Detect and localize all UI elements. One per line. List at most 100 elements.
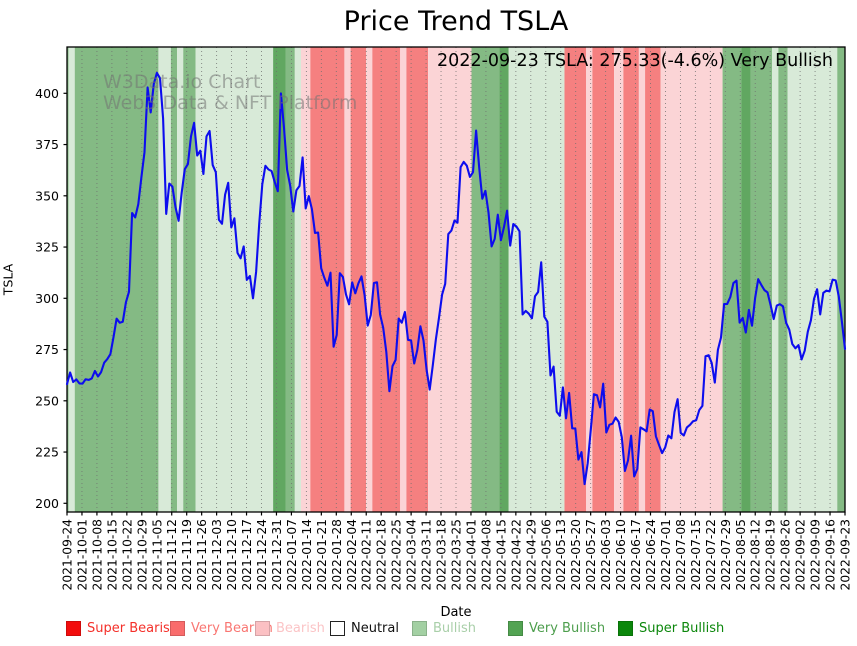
y-tick-label: 225 (35, 445, 59, 460)
sentiment-band-very_bullish (67, 47, 69, 512)
y-tick-label: 375 (35, 137, 59, 152)
x-tick-label: 2021-11-19 (180, 519, 194, 590)
sentiment-band-bearish (586, 47, 593, 512)
x-tick-label: 2022-06-03 (599, 519, 613, 590)
x-tick-label: 2022-02-04 (345, 519, 359, 591)
x-tick-label: 2022-02-18 (375, 519, 389, 590)
x-tick-label: 2022-02-11 (360, 519, 374, 590)
watermark-line1: W3Data.io Chart (103, 71, 261, 93)
sentiment-band-bearish (660, 47, 723, 512)
watermark-line2: Web3 Data & NFT Platform (103, 92, 358, 114)
x-tick-label: 2022-07-08 (674, 519, 688, 590)
sentiment-band-very_bullish (778, 47, 788, 512)
legend-item-super-bullish: Super Bullish (618, 620, 724, 636)
legend-label: Super Bullish (639, 620, 725, 636)
y-tick-label: 325 (35, 240, 59, 255)
legend-item-very-bearish: Very Bearish (170, 620, 273, 636)
x-tick-label: 2022-04-08 (479, 519, 493, 590)
x-tick-label: 2022-04-22 (509, 519, 523, 590)
sentiment-band-super_bullish (499, 47, 509, 512)
x-tick-label: 2021-12-10 (225, 519, 239, 590)
x-tick-label: 2022-07-29 (719, 519, 733, 590)
x-tick-label: 2022-05-06 (539, 519, 553, 591)
x-tick-label: 2022-08-12 (749, 519, 763, 590)
sentiment-band-very_bullish (471, 47, 500, 512)
latest-signal-annotation: 2022-09-23 TSLA: 275.33(-4.6%) Very Bull… (437, 51, 833, 71)
legend-swatch (330, 620, 345, 636)
chart-title: Price Trend TSLA (343, 6, 569, 37)
legend-label: Bullish (433, 620, 477, 636)
y-tick-label: 350 (35, 188, 59, 203)
legend-swatch (66, 620, 81, 636)
x-tick-label: 2022-09-02 (794, 519, 808, 590)
x-tick-label: 2022-03-11 (420, 519, 434, 590)
x-tick-label: 2022-05-20 (569, 519, 583, 590)
legend-swatch (412, 620, 427, 636)
x-tick-label: 2021-09-24 (61, 519, 75, 591)
x-tick-label: 2022-06-17 (629, 519, 643, 590)
y-tick-label: 300 (35, 291, 59, 306)
sentiment-band-very_bearish (406, 47, 429, 512)
sentiment-band-bullish (195, 47, 274, 512)
x-tick-label: 2022-02-25 (390, 519, 404, 590)
x-tick-label: 2022-03-25 (450, 519, 464, 590)
sentiment-band-very_bearish (350, 47, 367, 512)
sentiment-band-bullish (787, 47, 838, 512)
x-tick-label: 2022-07-01 (659, 519, 673, 590)
x-tick-label: 2022-08-05 (734, 519, 748, 590)
x-tick-label: 2022-04-15 (494, 519, 508, 590)
x-tick-label: 2022-05-27 (584, 519, 598, 590)
legend-item-bearish: Bearish (255, 620, 325, 636)
x-tick-label: 2022-09-09 (809, 519, 823, 590)
legend-item-neutral: Neutral (330, 620, 399, 636)
legend-label: Very Bullish (529, 620, 606, 636)
sentiment-band-very_bullish (722, 47, 742, 512)
sentiment-band-super_bullish (741, 47, 751, 512)
sentiment-band-very_bearish (592, 47, 615, 512)
sentiment-band-bearish (400, 47, 407, 512)
sentiment-band-bullish (177, 47, 184, 512)
sentiment-band-very_bullish (837, 47, 845, 512)
x-tick-label: 2022-01-21 (315, 519, 329, 590)
sentiment-band-bearish (614, 47, 624, 512)
x-tick-label: 2022-07-22 (704, 519, 718, 590)
price-line-tsla (65, 71, 847, 486)
x-tick-label: 2022-01-14 (300, 519, 314, 591)
sentiment-band-very_bullish (285, 47, 295, 512)
sentiment-band-bullish (158, 47, 171, 512)
x-tick-label: 2022-09-23 (839, 519, 853, 590)
x-tick-label: 2021-10-01 (75, 519, 89, 590)
legend-swatch (255, 620, 270, 636)
x-tick-label: 2022-07-15 (689, 519, 703, 590)
x-tick-label: 2022-06-10 (614, 519, 628, 590)
sentiment-band-very_bearish (623, 47, 639, 512)
legend-label: Bearish (276, 620, 325, 636)
y-tick-label: 275 (35, 342, 59, 357)
x-tick-label: 2022-01-28 (330, 519, 344, 590)
legend: Super Bearish Very Bearish Bearish Neutral B… (0, 618, 857, 638)
sentiment-band-bearish (301, 47, 311, 512)
sentiment-band-very_bullish (750, 47, 773, 512)
x-tick-label: 2022-03-04 (405, 519, 419, 591)
x-tick-label: 2022-03-18 (435, 519, 449, 590)
x-tick-label: 2021-11-05 (150, 519, 164, 590)
sentiment-band-bearish (344, 47, 351, 512)
legend-label: Very Bearish (191, 620, 273, 636)
sentiment-band-bullish (772, 47, 779, 512)
legend-label: Super Bearish (87, 620, 179, 636)
legend-swatch (508, 620, 523, 636)
x-tick-label: 2022-05-13 (554, 519, 568, 590)
x-tick-label: 2022-04-01 (464, 519, 478, 590)
sentiment-band-bearish (428, 47, 472, 512)
legend-item-very-bullish: Very Bullish (508, 620, 605, 636)
y-tick-label: 200 (35, 496, 59, 511)
x-tick-label: 2022-04-29 (524, 519, 538, 590)
sentiment-band-very_bullish (74, 47, 159, 512)
y-tick-label: 400 (35, 86, 59, 101)
sentiment-band-bearish (638, 47, 646, 512)
x-tick-label: 2022-06-24 (644, 519, 658, 591)
legend-label: Neutral (351, 620, 399, 636)
x-tick-label: 2021-11-26 (195, 519, 209, 591)
